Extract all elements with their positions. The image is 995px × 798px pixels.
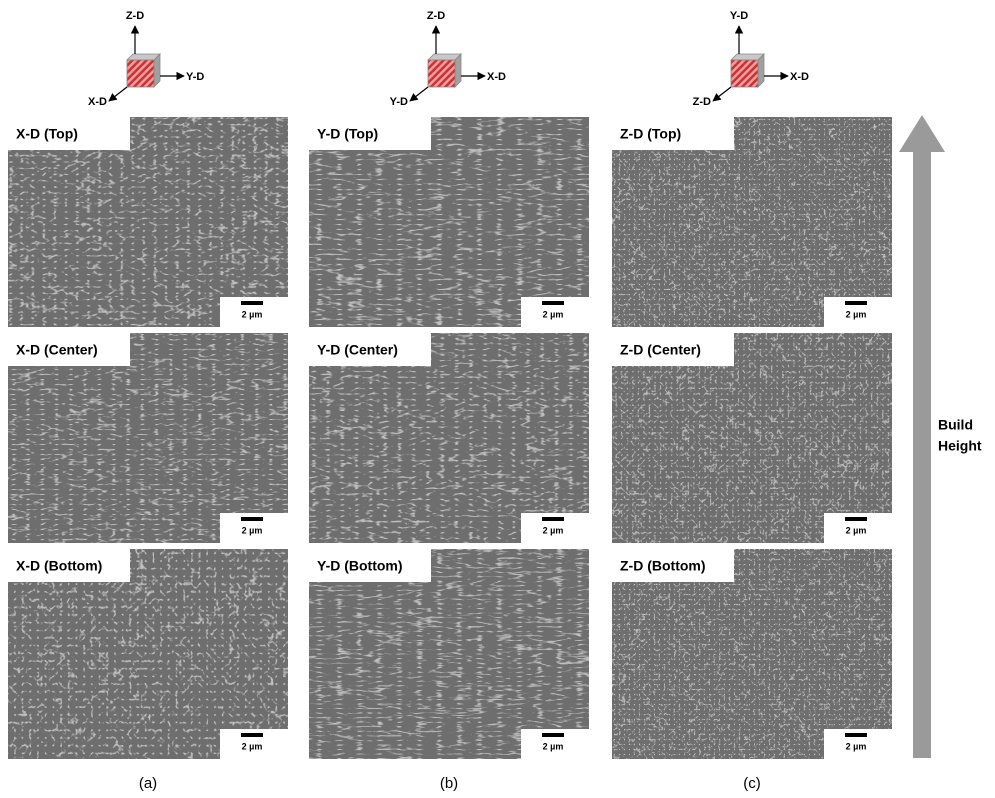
scale-bar: [542, 733, 564, 737]
figure: Z-D Y-D X-D X-D (Top) 2 µm X-D (Center) 2 µm X-…: [0, 0, 995, 798]
scale-bar: [241, 733, 263, 737]
scale-label: 2 µm: [846, 309, 867, 319]
scale-bar: [845, 517, 867, 521]
scale-label: 2 µm: [242, 309, 263, 319]
scale-label: 2 µm: [543, 741, 564, 751]
axis-label: Y-D: [390, 96, 408, 108]
axis-label: X-D: [487, 71, 506, 83]
scale-bar: [241, 517, 263, 521]
axis-label: Z-D: [126, 10, 144, 22]
panel-label: Y-D (Center): [317, 342, 398, 358]
scale-bar: [542, 517, 564, 521]
axes-icon: [713, 26, 788, 101]
build-height-label: Build: [938, 417, 973, 433]
axis-label: Z-D: [427, 10, 445, 22]
axis-label: Z-D: [693, 96, 711, 108]
axis-label: X-D: [88, 96, 107, 108]
build-arrow: [899, 115, 945, 758]
scale-label: 2 µm: [846, 525, 867, 535]
scale-label: 2 µm: [242, 525, 263, 535]
scale-label: 2 µm: [543, 309, 564, 319]
axes-icon: [109, 26, 184, 101]
axis-label: Y-D: [730, 10, 748, 22]
scale-label: 2 µm: [543, 525, 564, 535]
axis-label: Y-D: [186, 71, 204, 83]
panel-label: Z-D (Center): [620, 342, 701, 358]
panel-label: Z-D (Top): [620, 126, 681, 142]
panel-label: Y-D (Bottom): [317, 558, 403, 574]
scale-bar: [241, 301, 263, 305]
panel-label: Y-D (Top): [317, 126, 378, 142]
panel-label: Z-D (Bottom): [620, 558, 706, 574]
scale-label: 2 µm: [846, 741, 867, 751]
build-height-label: Height: [938, 438, 982, 454]
panel-label: X-D (Bottom): [16, 558, 102, 574]
caption: (c): [743, 775, 761, 792]
panel-label: X-D (Center): [16, 342, 98, 358]
scale-bar: [845, 301, 867, 305]
scale-bar: [542, 301, 564, 305]
axes-icon: [410, 26, 485, 101]
panel-label: X-D (Top): [16, 126, 78, 142]
caption: (b): [440, 775, 458, 792]
axis-label: X-D: [790, 71, 809, 83]
scale-bar: [845, 733, 867, 737]
scale-label: 2 µm: [242, 741, 263, 751]
caption: (a): [139, 775, 157, 792]
